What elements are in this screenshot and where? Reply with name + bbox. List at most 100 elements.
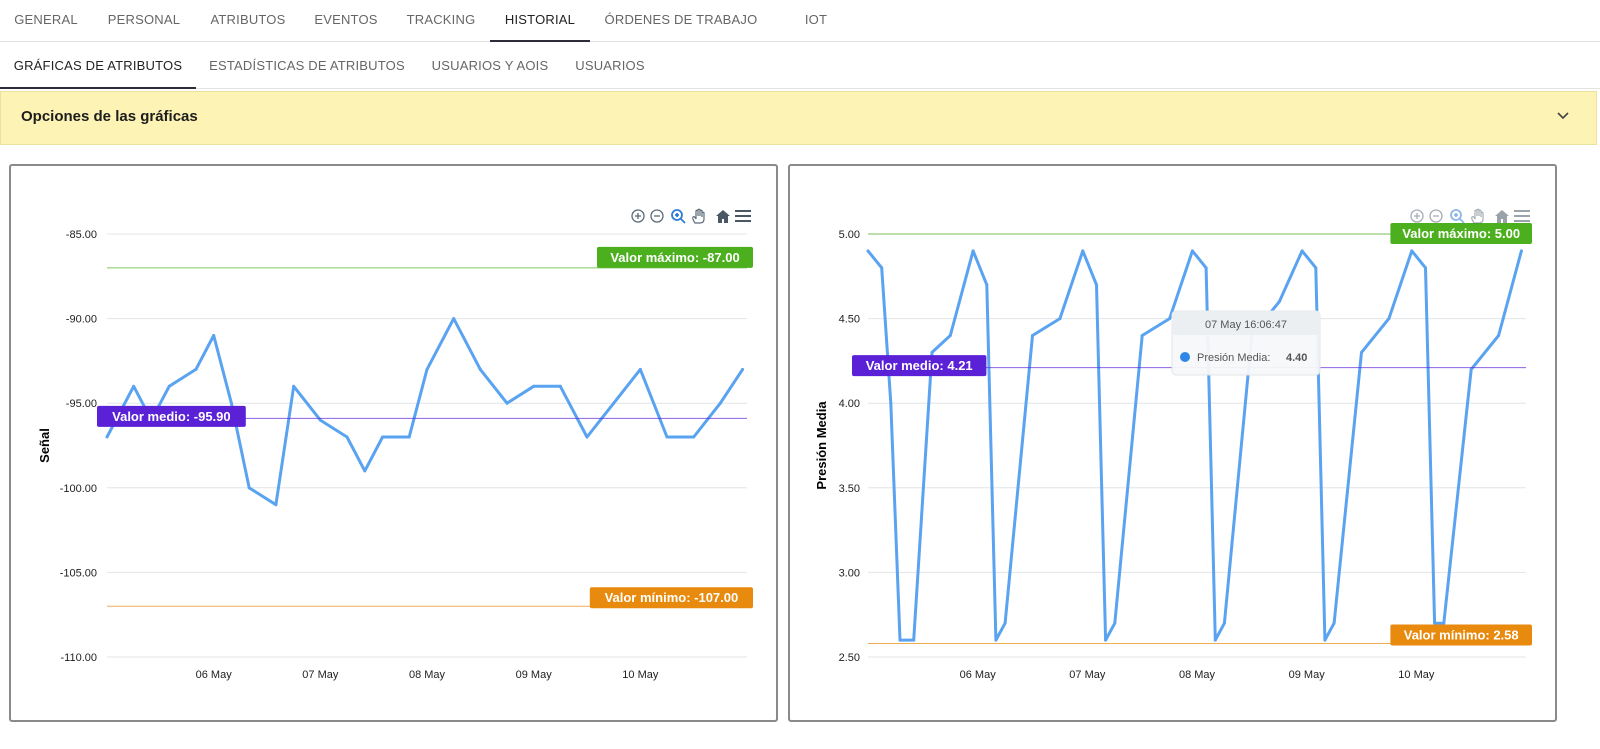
y-tick-label: -90.00 bbox=[66, 314, 97, 326]
reference-badge-max bbox=[597, 246, 753, 268]
data-point bbox=[1387, 317, 1391, 321]
tab-general[interactable]: GENERAL bbox=[14, 12, 78, 27]
data-point bbox=[741, 367, 745, 371]
icon-shape bbox=[692, 208, 705, 224]
reference-label-min: Valor mínimo: 2.58 bbox=[1404, 627, 1519, 642]
chart-options-title: Opciones de las gráficas bbox=[21, 108, 198, 125]
data-point bbox=[1519, 249, 1523, 253]
subtab-estadisticas-de-atributos[interactable]: ESTADÍSTICAS DE ATRIBUTOS bbox=[209, 58, 405, 73]
icon-shape bbox=[671, 209, 683, 221]
y-tick-label: 3.00 bbox=[839, 567, 860, 579]
data-point bbox=[1433, 621, 1437, 625]
y-tick-label: 2.50 bbox=[839, 652, 860, 664]
menu-icon[interactable] bbox=[1514, 208, 1530, 224]
magnifier-icon[interactable] bbox=[671, 208, 687, 224]
tab-atributos[interactable]: ATRIBUTOS bbox=[210, 12, 286, 27]
tooltip-series-marker bbox=[1180, 352, 1190, 362]
data-point bbox=[345, 435, 349, 439]
home-icon[interactable] bbox=[715, 208, 731, 224]
pan-hand-icon[interactable] bbox=[691, 208, 707, 224]
tooltip-time: 07 May 16:06:47 bbox=[1205, 319, 1287, 331]
pan-hand-icon[interactable] bbox=[1470, 208, 1486, 224]
zoom-out-icon[interactable] bbox=[1429, 208, 1445, 224]
data-point bbox=[505, 401, 509, 405]
tab-iot[interactable]: IOT bbox=[804, 12, 828, 27]
y-axis-title: Presión Media bbox=[814, 401, 829, 490]
chart-senal: -85.00 -90.00 -95.00 -100.00 -105.00 -110.00 0… bbox=[37, 208, 753, 681]
icon-shape bbox=[635, 213, 641, 219]
tab-tracking[interactable]: TRACKING bbox=[406, 12, 476, 27]
data-point bbox=[1300, 249, 1304, 253]
data-point bbox=[1058, 317, 1062, 321]
data-point bbox=[363, 469, 367, 473]
tooltip-header bbox=[1172, 311, 1320, 335]
reference-badge-min bbox=[589, 587, 753, 609]
data-point bbox=[912, 638, 916, 642]
icon-shape bbox=[1514, 210, 1530, 222]
zoom-out-icon[interactable] bbox=[650, 208, 666, 224]
chart-tooltip: 07 May 16:06:47 Presión Media: 4.40 bbox=[1171, 310, 1321, 376]
data-point bbox=[105, 435, 109, 439]
x-tick-label: 10 May bbox=[1398, 669, 1435, 681]
icon-shape bbox=[650, 209, 664, 223]
data-point bbox=[452, 317, 456, 321]
series-line bbox=[866, 249, 1523, 642]
data-point bbox=[1104, 638, 1108, 642]
data-point bbox=[1190, 249, 1194, 253]
icon-shape bbox=[1450, 209, 1462, 221]
icon-shape bbox=[1495, 210, 1509, 223]
magnifier-icon[interactable] bbox=[1450, 208, 1466, 224]
tab-personal[interactable]: PERSONAL bbox=[107, 12, 181, 27]
sub-tabs: GRÁFICAS DE ATRIBUTOS ESTADÍSTICAS DE AT… bbox=[0, 43, 1600, 89]
tab-eventos[interactable]: EVENTOS bbox=[314, 12, 378, 27]
chart-options-panel[interactable]: Opciones de las gráficas bbox=[0, 91, 1597, 145]
y-axis-title: Señal bbox=[37, 428, 52, 463]
data-point bbox=[194, 367, 198, 371]
data-point bbox=[889, 401, 893, 405]
data-point bbox=[1094, 283, 1098, 287]
y-tick-label: 4.50 bbox=[839, 314, 860, 326]
y-tick-label: 4.00 bbox=[839, 398, 860, 410]
zoom-in-icon[interactable] bbox=[1410, 208, 1426, 224]
tooltip-value: 4.40 bbox=[1286, 352, 1307, 364]
menu-icon[interactable] bbox=[735, 208, 751, 224]
data-point bbox=[948, 334, 952, 338]
icon-shape bbox=[1414, 213, 1420, 219]
x-tick-label: 09 May bbox=[516, 669, 553, 681]
data-point bbox=[692, 435, 696, 439]
data-point bbox=[1410, 249, 1414, 253]
zoom-in-icon[interactable] bbox=[631, 208, 647, 224]
reference-label-max: Valor máximo: -87.00 bbox=[610, 250, 739, 265]
subtab-graficas-de-atributos[interactable]: GRÁFICAS DE ATRIBUTOS bbox=[0, 43, 196, 89]
data-point bbox=[1003, 621, 1007, 625]
data-point bbox=[866, 249, 870, 253]
data-point bbox=[1140, 334, 1144, 338]
data-point bbox=[558, 384, 562, 388]
tab-historial[interactable]: HISTORIAL bbox=[490, 0, 590, 42]
data-point bbox=[381, 435, 385, 439]
data-point bbox=[665, 435, 669, 439]
chevron-down-icon[interactable] bbox=[1554, 106, 1572, 124]
subtab-usuarios[interactable]: USUARIOS bbox=[575, 58, 645, 73]
y-tick-label: 3.50 bbox=[839, 483, 860, 495]
data-point bbox=[971, 249, 975, 253]
data-point bbox=[318, 418, 322, 422]
data-point bbox=[1314, 266, 1318, 270]
data-point bbox=[132, 384, 136, 388]
home-icon[interactable] bbox=[1494, 208, 1510, 224]
data-point bbox=[1222, 621, 1226, 625]
icon-shape bbox=[1410, 209, 1424, 223]
icon-shape bbox=[631, 209, 645, 223]
tab-ordenes-de-trabajo[interactable]: ÓRDENES DE TRABAJO bbox=[604, 12, 758, 27]
subtab-usuarios-y-aois[interactable]: USUARIOS Y AOIS bbox=[431, 58, 549, 73]
data-point bbox=[1497, 334, 1501, 338]
chart-presion-media: 5.00 4.50 4.00 3.50 3.00 2.50 06 May 07 May 08 M… bbox=[814, 208, 1532, 681]
reference-badge-mean bbox=[97, 405, 246, 427]
data-point bbox=[292, 384, 296, 388]
data-point bbox=[229, 401, 233, 405]
x-tick-label: 07 May bbox=[302, 669, 339, 681]
reference-badge-min bbox=[1390, 624, 1532, 646]
data-point bbox=[247, 486, 251, 490]
chart-card-senal: -85.00 -90.00 -95.00 -100.00 -105.00 -110.00 0… bbox=[9, 164, 778, 722]
data-point bbox=[638, 367, 642, 371]
